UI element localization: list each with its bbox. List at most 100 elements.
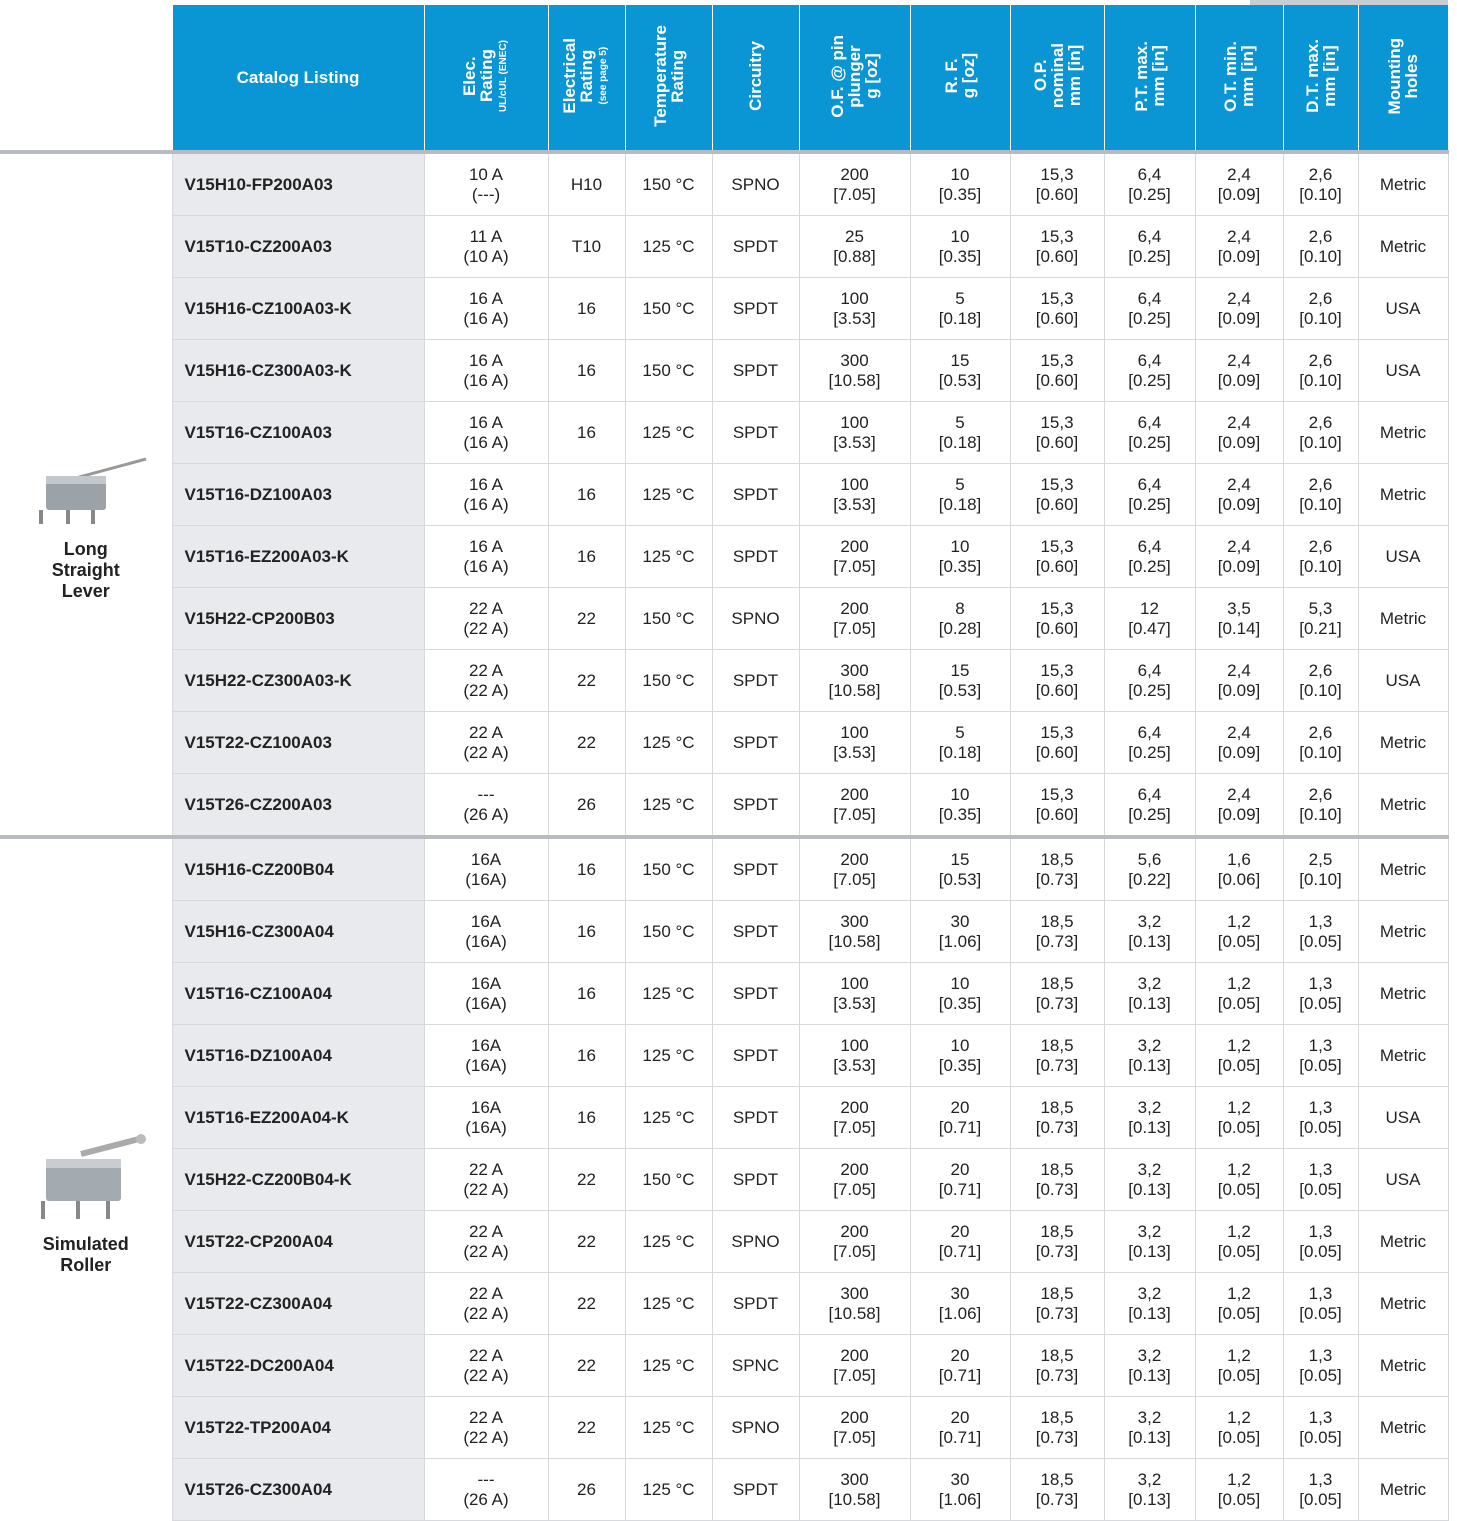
data-cell: 16: [548, 1087, 625, 1149]
data-cell: 125 °C: [625, 216, 712, 278]
data-cell: 20 [0.71]: [910, 1211, 1010, 1273]
data-cell: 200 [7.05]: [799, 1211, 910, 1273]
header-text: O.F. @ pin plunger g [oz]: [828, 35, 881, 118]
data-cell: 150 °C: [625, 278, 712, 340]
data-cell: 16 A (16 A): [424, 464, 548, 526]
data-cell: SPDT: [712, 278, 799, 340]
catalog-cell: V15H22-CZ200B04-K: [172, 1149, 424, 1211]
data-cell: 125 °C: [625, 1335, 712, 1397]
data-cell: 18,5 [0.73]: [1010, 1087, 1104, 1149]
data-cell: 5 [0.18]: [910, 464, 1010, 526]
data-cell: 300 [10.58]: [799, 901, 910, 963]
data-cell: 1,2 [0.05]: [1195, 1397, 1283, 1459]
data-cell: 150 °C: [625, 650, 712, 712]
data-cell: 16: [548, 963, 625, 1025]
data-cell: 100 [3.53]: [799, 464, 910, 526]
data-cell: 6,4 [0.25]: [1104, 340, 1195, 402]
data-cell: 100 [3.53]: [799, 278, 910, 340]
data-cell: 22: [548, 1149, 625, 1211]
column-header: R. F. g [oz]: [910, 5, 1010, 152]
data-cell: 150 °C: [625, 588, 712, 650]
data-cell: 6,4 [0.25]: [1104, 774, 1195, 838]
data-cell: SPDT: [712, 774, 799, 838]
data-cell: 16 A (16 A): [424, 278, 548, 340]
data-cell: SPDT: [712, 837, 799, 901]
data-cell: 3,2 [0.13]: [1104, 1459, 1195, 1521]
header-text: Temperature Rating: [651, 25, 687, 127]
data-cell: --- (26 A): [424, 774, 548, 838]
data-cell: 300 [10.58]: [799, 650, 910, 712]
table-row: Long Straight LeverV15H10-FP200A0310 A (…: [0, 152, 1448, 216]
data-cell: 16: [548, 402, 625, 464]
data-cell: USA: [1358, 1149, 1448, 1211]
data-cell: SPDT: [712, 650, 799, 712]
data-cell: SPDT: [712, 464, 799, 526]
data-cell: Metric: [1358, 216, 1448, 278]
data-cell: 100 [3.53]: [799, 963, 910, 1025]
data-cell: 1,3 [0.05]: [1283, 1335, 1358, 1397]
data-cell: 16: [548, 901, 625, 963]
data-cell: 22 A (22 A): [424, 650, 548, 712]
data-cell: 15,3 [0.60]: [1010, 152, 1104, 216]
data-cell: 16A (16A): [424, 901, 548, 963]
catalog-cell: V15T26-CZ300A04: [172, 1459, 424, 1521]
data-cell: 22 A (22 A): [424, 588, 548, 650]
data-cell: 22 A (22 A): [424, 1211, 548, 1273]
table-row: V15T16-DZ100A0316 A (16 A)16125 °CSPDT10…: [0, 464, 1448, 526]
data-cell: 200 [7.05]: [799, 152, 910, 216]
header-blank: [0, 5, 172, 152]
data-cell: 200 [7.05]: [799, 1397, 910, 1459]
data-cell: 15,3 [0.60]: [1010, 526, 1104, 588]
data-cell: 16A (16A): [424, 1025, 548, 1087]
table-row: Simulated RollerV15H16-CZ200B0416A (16A)…: [0, 837, 1448, 901]
data-cell: 2,6 [0.10]: [1283, 774, 1358, 838]
data-cell: 200 [7.05]: [799, 1149, 910, 1211]
data-cell: 26: [548, 774, 625, 838]
header-vertical: Circuitry: [747, 41, 764, 111]
data-cell: 125 °C: [625, 402, 712, 464]
data-cell: 200 [7.05]: [799, 837, 910, 901]
data-cell: 30 [1.06]: [910, 901, 1010, 963]
data-cell: 100 [3.53]: [799, 1025, 910, 1087]
data-cell: 3,2 [0.13]: [1104, 1149, 1195, 1211]
data-cell: 1,2 [0.05]: [1195, 1273, 1283, 1335]
data-cell: 1,2 [0.05]: [1195, 1211, 1283, 1273]
header-text: Elec. Rating: [460, 50, 496, 103]
data-cell: 16A (16A): [424, 837, 548, 901]
data-cell: 1,3 [0.05]: [1283, 1211, 1358, 1273]
switch-image: [21, 424, 151, 534]
group-image: [0, 424, 172, 539]
data-cell: SPDT: [712, 1087, 799, 1149]
data-cell: 3,2 [0.13]: [1104, 1273, 1195, 1335]
header-vertical: O.T. min. mm [in]: [1222, 41, 1256, 112]
catalog-cell: V15H16-CZ300A04: [172, 901, 424, 963]
data-cell: 8 [0.28]: [910, 588, 1010, 650]
data-cell: 125 °C: [625, 464, 712, 526]
header-note: UL/cUL (ENEC): [498, 40, 509, 112]
data-cell: 16: [548, 464, 625, 526]
data-cell: 125 °C: [625, 1211, 712, 1273]
data-cell: 5 [0.18]: [910, 278, 1010, 340]
data-cell: 125 °C: [625, 1025, 712, 1087]
data-cell: 1,3 [0.05]: [1283, 901, 1358, 963]
data-cell: USA: [1358, 278, 1448, 340]
data-cell: 30 [1.06]: [910, 1459, 1010, 1521]
catalog-cell: V15H16-CZ200B04: [172, 837, 424, 901]
data-cell: 10 [0.35]: [910, 526, 1010, 588]
data-cell: 2,4 [0.09]: [1195, 216, 1283, 278]
data-cell: 2,4 [0.09]: [1195, 526, 1283, 588]
data-cell: 15 [0.53]: [910, 837, 1010, 901]
data-cell: 125 °C: [625, 1397, 712, 1459]
data-cell: 18,5 [0.73]: [1010, 901, 1104, 963]
catalog-cell: V15H22-CP200B03: [172, 588, 424, 650]
data-cell: SPNO: [712, 1211, 799, 1273]
data-cell: 25 [0.88]: [799, 216, 910, 278]
data-cell: 2,6 [0.10]: [1283, 526, 1358, 588]
table-row: V15H16-CZ100A03-K16 A (16 A)16150 °CSPDT…: [0, 278, 1448, 340]
table-row: V15T16-EZ200A04-K16A (16A)16125 °CSPDT20…: [0, 1087, 1448, 1149]
catalog-cell: V15H22-CZ300A03-K: [172, 650, 424, 712]
header-vertical: P.T. max. mm [in]: [1133, 41, 1167, 112]
